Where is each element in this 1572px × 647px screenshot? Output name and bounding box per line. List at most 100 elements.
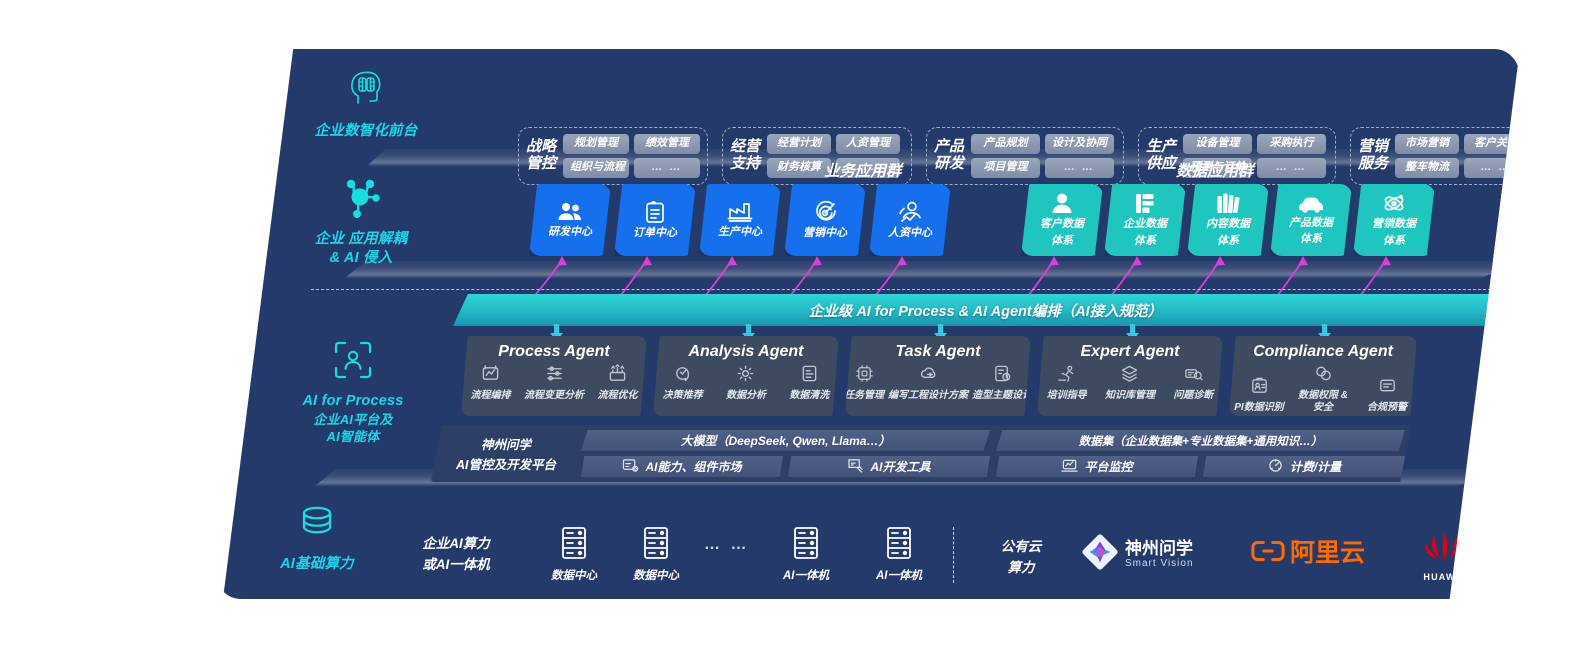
chip[interactable]: 市场营销 xyxy=(1395,134,1460,154)
chip[interactable]: 采购执行 xyxy=(1257,134,1327,154)
agent-item-caption: 数据分析 xyxy=(725,390,766,401)
chip-more[interactable]: … … xyxy=(634,158,700,178)
id-card-icon xyxy=(1250,376,1269,400)
app-card-生产中心[interactable]: 生产中心 xyxy=(699,184,781,256)
infra-dots: … … xyxy=(704,536,750,553)
domain-title-4: 营销 服务 xyxy=(1358,138,1389,172)
chip[interactable]: 设计及协同 xyxy=(1045,134,1115,154)
data-group-title: 数据应用群 xyxy=(1176,163,1254,180)
domain-title-3: 生产 供应 xyxy=(1146,138,1177,172)
agent-title: Task Agent xyxy=(895,343,981,360)
business-group-title: 业务应用群 xyxy=(824,163,902,180)
data-card-营销数据体系[interactable]: 营销数据 体系 xyxy=(1353,184,1435,256)
platform-dev-tools[interactable]: AI开发工具 xyxy=(788,456,990,477)
agent-card-compliance[interactable]: Compliance Agent PI数据识别 数据权限 & 安全 合规预警 xyxy=(1229,336,1417,416)
database-icon xyxy=(223,504,412,549)
diagnose-icon xyxy=(1184,364,1203,388)
layer-5-label: AI基础算力 xyxy=(280,556,354,572)
chip[interactable]: 财务核算 xyxy=(767,158,832,178)
app-card-营销中心[interactable]: 营销中心 xyxy=(784,184,866,256)
domain-title-1: 经营 支持 xyxy=(730,138,761,172)
data-card-企业数据体系[interactable]: 企业数据 体系 xyxy=(1104,184,1186,256)
vendor-aliyun[interactable]: 阿里云 xyxy=(1251,539,1365,568)
platform-llm-bar[interactable]: 大模型（DeepSeek, Qwen, Llama…） xyxy=(581,430,990,451)
chip[interactable]: 产品规划 xyxy=(971,134,1041,154)
agent-item: 问题诊断 xyxy=(1164,364,1223,402)
app-card-订单中心[interactable]: 订单中心 xyxy=(614,184,696,256)
huawei-logo xyxy=(1421,530,1469,571)
vendor-name: 阿里云 xyxy=(1290,539,1366,567)
agent-item: 流程编排 xyxy=(461,364,520,402)
agent-card-expert[interactable]: Expert Agent 培训指导 知识库管理 问题诊断 xyxy=(1037,336,1223,416)
smartvision-logo xyxy=(1081,533,1119,576)
vendor-huawei[interactable]: HUAWEI xyxy=(1421,530,1469,582)
books-icon xyxy=(1216,192,1240,215)
data-card-产品数据体系[interactable]: 产品数据 体系 xyxy=(1270,184,1352,256)
infra-caption: AI一体机 xyxy=(783,570,829,582)
platform-ai-market[interactable]: AI能力、组件市场 xyxy=(581,456,783,477)
platform-right-split: 平台监控 计费/计量 xyxy=(996,456,1405,477)
chip-more[interactable]: … … xyxy=(1464,158,1519,178)
app-card-人资中心[interactable]: 人资中心 xyxy=(869,184,951,256)
domain-chips-0: 规划管理 绩效管理 组织与流程 … … xyxy=(563,134,700,178)
chip[interactable]: 预测与订单 xyxy=(1183,158,1253,178)
infra-item-datacenter-1: 数据中心 xyxy=(534,526,614,583)
platform-dev-tools-label: AI开发工具 xyxy=(870,460,931,474)
chip-more[interactable]: … … xyxy=(1045,158,1115,178)
domain-chips-3: 设备管理 采购执行 预测与订单 … … xyxy=(1183,134,1327,178)
platform-billing-label: 计费/计量 xyxy=(1289,460,1342,474)
platform-monitor[interactable]: 平台监控 xyxy=(996,456,1198,477)
design-clock-icon xyxy=(993,364,1012,388)
chip[interactable]: 整车物流 xyxy=(1395,158,1460,178)
agent-item-caption: PI数据识别 xyxy=(1234,401,1284,413)
app-card-label: 订单中心 xyxy=(633,226,677,239)
app-card-研发中心[interactable]: 研发中心 xyxy=(529,184,611,256)
data-clean-icon xyxy=(800,364,819,388)
chip-more[interactable]: … … xyxy=(836,158,901,178)
optimize-icon xyxy=(608,364,627,388)
data-card-label2: 体系 xyxy=(1383,234,1405,247)
chip[interactable]: 绩效管理 xyxy=(634,134,700,154)
chip[interactable]: 项目管理 xyxy=(971,158,1041,178)
agent-card-process[interactable]: Process Agent 流程编排 流程变更分析 流程优化 xyxy=(461,336,647,416)
agent-item: 流程变更分析 xyxy=(524,364,584,402)
agent-item-caption: 任务管理 xyxy=(844,390,884,401)
chip-more[interactable]: … … xyxy=(1257,158,1327,178)
chip[interactable]: 客户关系 xyxy=(1464,134,1519,154)
agent-item-caption: 流程变更分析 xyxy=(524,390,584,401)
app-card-label: 营销中心 xyxy=(803,226,847,239)
infra-vertical-divider xyxy=(953,527,954,583)
infra-item-datacenter-2: 数据中心 xyxy=(616,526,696,583)
flow-chart-icon xyxy=(481,364,500,388)
vendor-name: 神州问学 xyxy=(1125,538,1193,558)
data-card-客户数据体系[interactable]: 客户数据 体系 xyxy=(1021,184,1103,256)
agent-item-caption: 合规预警 xyxy=(1367,401,1407,413)
agent-card-analysis[interactable]: Analysis Agent 决策推荐 数据分析 数据清洗 xyxy=(653,336,839,416)
server-icon xyxy=(884,526,914,565)
building-icon xyxy=(1134,192,1156,215)
chip[interactable]: 人资管理 xyxy=(836,134,901,154)
agent-title: Expert Agent xyxy=(1080,343,1180,360)
data-card-label: 营销数据 xyxy=(1372,218,1416,231)
app-card-label: 研发中心 xyxy=(548,225,592,238)
platform-left-column: 大模型（DeepSeek, Qwen, Llama…） AI能力、组件市场 AI… xyxy=(581,430,990,477)
clipboard-icon xyxy=(644,200,666,224)
data-card-label2: 体系 xyxy=(1217,234,1239,247)
data-card-内容数据体系[interactable]: 内容数据 体系 xyxy=(1187,184,1269,256)
platform-billing[interactable]: 计费/计量 xyxy=(1203,456,1405,477)
settings-list-icon xyxy=(545,364,564,388)
layers-icon xyxy=(1120,364,1139,388)
platform-dataset-bar[interactable]: 数据集（企业数据集+专业数据集+通用知识…） xyxy=(996,430,1405,451)
agent-items: 决策推荐 数据分析 数据清洗 xyxy=(653,364,839,402)
agent-card-task[interactable]: Task Agent 任务管理 编写工程设计方案 造型主题设计 xyxy=(845,336,1031,416)
agent-items: PI数据识别 数据权限 & 安全 合规预警 xyxy=(1229,364,1417,413)
chip[interactable]: 规划管理 xyxy=(563,134,629,154)
chip[interactable]: 设备管理 xyxy=(1183,134,1253,154)
chip[interactable]: 组织与流程 xyxy=(563,158,629,178)
vendor-smartvision[interactable]: 神州问学 Smart Vision xyxy=(1081,533,1194,576)
agent-item: 造型主题设计 xyxy=(972,364,1031,402)
chip[interactable]: 经营计划 xyxy=(767,134,832,154)
agent-item: 知识库管理 xyxy=(1100,364,1159,402)
molecule-icon xyxy=(266,177,456,224)
platform-brand-line1: 神州问学 xyxy=(480,438,531,452)
